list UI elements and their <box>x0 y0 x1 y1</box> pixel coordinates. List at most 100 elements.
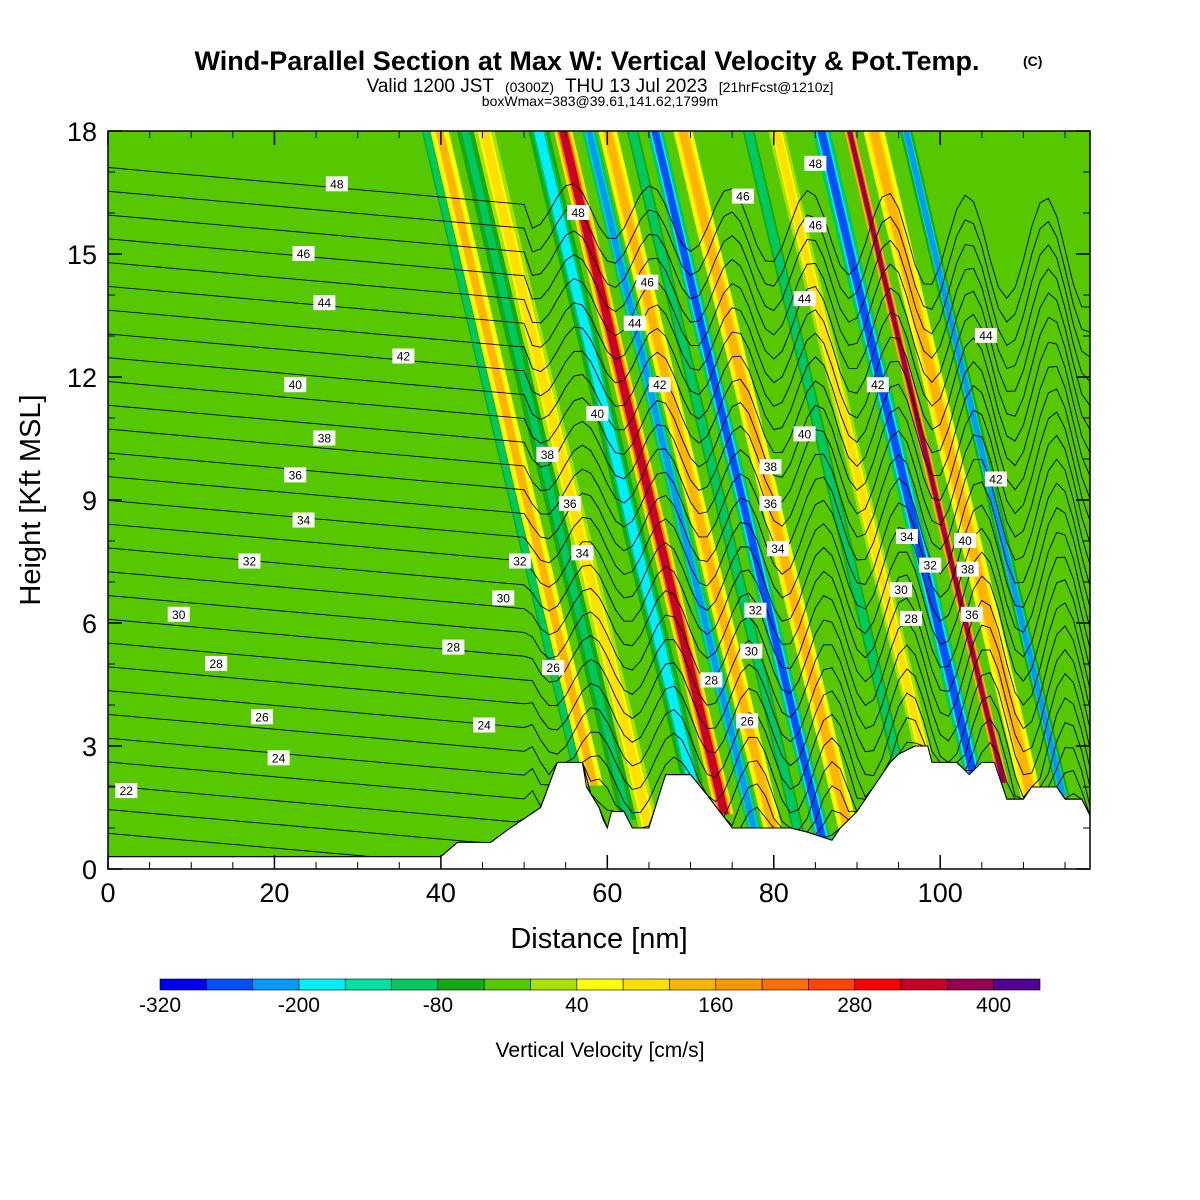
x-axis-label: Distance [nm] <box>510 923 687 955</box>
theta-label-text: 30 <box>894 583 908 597</box>
theta-label-text: 30 <box>745 645 759 659</box>
plot-area: 48 46 44 42 40 38 36 34 32 30 28 26 24 22 48 46 44 42 40 38… <box>108 131 1090 869</box>
colorbar-swatch <box>206 978 253 991</box>
valid-line: Valid 1200 JST (0300Z) THU 13 Jul 2023 [… <box>367 76 834 97</box>
valid-utc: (0300Z) <box>505 79 554 95</box>
theta-label-text: 46 <box>641 276 655 290</box>
theta-label: 32 <box>919 557 942 573</box>
theta-label-text: 28 <box>447 641 461 655</box>
theta-label-text: 28 <box>705 673 719 687</box>
y-tick-label: 0 <box>82 855 97 885</box>
theta-label: 36 <box>960 606 983 622</box>
x-tick-label: 0 <box>100 878 115 908</box>
isentrope-line <box>108 499 1090 633</box>
isentrope-line <box>108 428 1090 565</box>
colorbar-swatch <box>900 978 948 991</box>
theta-label: 40 <box>586 405 609 421</box>
theta-label: 28 <box>442 639 465 655</box>
potential-temperature-contours <box>108 167 1090 858</box>
valid-prefix: Valid 1200 JST <box>367 76 495 97</box>
colorbar-tick-label: 40 <box>565 994 588 1017</box>
theta-label-text: 40 <box>591 407 605 421</box>
theta-label-text: 28 <box>904 612 918 626</box>
theta-label-text: 28 <box>210 657 224 671</box>
isentrope-line <box>108 285 1090 430</box>
box-info: boxWmax=383@39.61,141.62,1799m <box>482 93 718 109</box>
theta-label: 28 <box>900 610 923 626</box>
theta-label: 34 <box>571 545 594 561</box>
theta-label-text: 42 <box>989 473 1003 487</box>
colorbar-title: Vertical Velocity [cm/s] <box>496 1039 705 1062</box>
y-axis-label: Height [Kft MSL] <box>15 394 47 605</box>
colorbar: -320 -200 -80 40 160 280 400 <box>139 978 1041 1017</box>
theta-label: 44 <box>313 295 336 311</box>
theta-label: 38 <box>956 561 979 577</box>
colorbar-swatch <box>159 978 207 991</box>
colorbar-swatch <box>576 978 624 991</box>
theta-label: 40 <box>793 426 816 442</box>
theta-label: 30 <box>492 590 515 606</box>
theta-label: 42 <box>984 471 1007 487</box>
colorbar-tick-label: 280 <box>837 994 872 1017</box>
theta-label-text: 44 <box>628 317 642 331</box>
theta-label-text: 32 <box>749 604 763 618</box>
isentrope-line <box>108 381 1090 522</box>
theta-label-text: 34 <box>900 530 914 544</box>
velocity-band <box>744 131 904 771</box>
isentrope-line <box>108 618 1090 753</box>
theta-label-text: 36 <box>563 497 577 511</box>
colorbar-swatch <box>854 978 902 991</box>
theta-label: 36 <box>284 467 307 483</box>
isentrope-line <box>108 642 1090 776</box>
theta-label: 28 <box>700 672 723 688</box>
theta-label: 34 <box>292 512 315 528</box>
theta-label: 46 <box>731 188 754 204</box>
y-tick-label: 18 <box>67 117 97 147</box>
theta-label-text: 26 <box>547 661 561 675</box>
isentrope-line <box>108 262 1090 406</box>
theta-label: 48 <box>804 155 827 171</box>
isentrope-line <box>108 238 1090 382</box>
isentrope-line <box>108 595 1090 730</box>
colorbar-swatch <box>622 978 670 991</box>
colorbar-tick-label: -200 <box>278 994 320 1017</box>
colorbar-swatch <box>252 978 300 991</box>
theta-label: 26 <box>542 660 565 676</box>
colorbar-swatch <box>530 978 578 991</box>
title-mark: (C) <box>1023 53 1042 69</box>
isentrope-line <box>108 452 1090 587</box>
y-tick-label: 3 <box>82 732 97 762</box>
colorbar-swatch <box>669 978 717 991</box>
theta-label-text: 40 <box>289 378 303 392</box>
colorbar-swatch <box>437 978 485 991</box>
theta-label: 26 <box>736 713 759 729</box>
velocity-band <box>423 131 581 771</box>
colorbar-tick-label: -320 <box>139 994 181 1017</box>
colorbar-tick-label: 400 <box>976 994 1011 1017</box>
theta-label: 38 <box>536 446 559 462</box>
theta-label: 30 <box>167 606 190 622</box>
theta-label: 32 <box>508 553 531 569</box>
theta-label-text: 48 <box>330 177 344 191</box>
theta-label-text: 42 <box>871 378 885 392</box>
colorbar-tick-label: -80 <box>423 994 453 1017</box>
valid-date: THU 13 Jul 2023 <box>565 76 708 97</box>
x-tick-label: 100 <box>918 878 963 908</box>
theta-label-text: 48 <box>809 157 823 171</box>
theta-label: 46 <box>804 217 827 233</box>
theta-label-text: 48 <box>572 206 586 220</box>
isentrope-line <box>108 167 1090 308</box>
theta-label-text: 24 <box>477 719 491 733</box>
theta-label: 42 <box>648 377 671 393</box>
theta-label-text: 44 <box>979 329 993 343</box>
theta-label: 46 <box>636 274 659 290</box>
theta-label: 44 <box>793 291 816 307</box>
theta-label-text: 30 <box>172 608 186 622</box>
colorbar-swatch <box>344 978 392 991</box>
velocity-band <box>534 131 698 783</box>
isentrope-line <box>108 357 1090 499</box>
theta-label: 36 <box>558 496 581 512</box>
theta-label-text: 46 <box>809 218 823 232</box>
velocity-band <box>435 131 599 786</box>
theta-label: 30 <box>890 582 913 598</box>
